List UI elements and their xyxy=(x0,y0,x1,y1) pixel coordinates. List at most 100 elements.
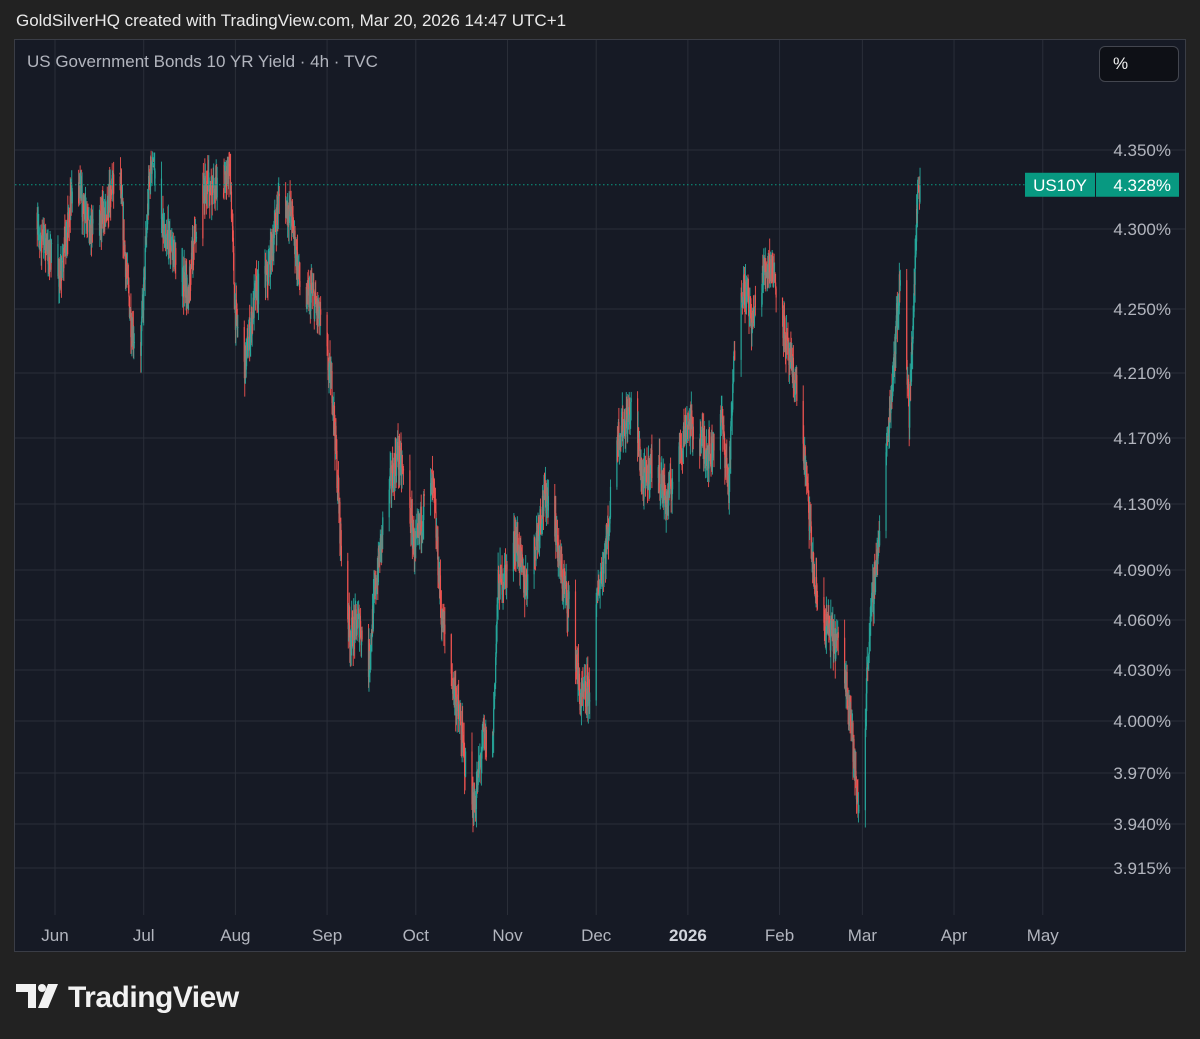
candle-body xyxy=(174,264,176,270)
candle-body xyxy=(369,658,371,666)
candle-body xyxy=(326,314,328,347)
candle-body xyxy=(369,652,372,659)
candle-body xyxy=(351,617,353,619)
candle-body xyxy=(914,255,916,285)
candle-body xyxy=(472,792,474,816)
candle-body xyxy=(124,254,127,278)
candle-body xyxy=(536,531,538,533)
candle-body xyxy=(558,557,560,564)
candle-body xyxy=(609,486,612,518)
candle-body xyxy=(402,467,404,470)
candle-body xyxy=(104,210,106,227)
candle-body xyxy=(773,265,775,280)
candle-body xyxy=(166,238,168,240)
candle-body xyxy=(814,588,816,596)
candle-body xyxy=(794,380,796,395)
candle-body xyxy=(908,384,910,407)
candle-body xyxy=(255,276,257,298)
chart-panel[interactable]: 4.350% 4.300% 4.250% 4.210% 4.170% 4.130% 4.09… xyxy=(14,39,1186,952)
candle-body xyxy=(319,320,321,324)
y-tick-label: 4.030% xyxy=(1113,661,1171,680)
candle-body xyxy=(898,274,900,306)
candle-body xyxy=(574,591,577,669)
candle-body xyxy=(826,620,828,626)
candle-body xyxy=(389,477,391,490)
candle-body xyxy=(858,810,860,812)
x-tick-label: Feb xyxy=(765,926,794,945)
candle-body xyxy=(335,449,338,451)
candle-body xyxy=(535,531,538,539)
candle-body xyxy=(67,212,69,241)
candle-body xyxy=(857,794,859,813)
candle-body xyxy=(732,383,734,410)
percent-scale-button[interactable]: % xyxy=(1099,46,1179,82)
candle-body xyxy=(911,342,913,370)
candle-body xyxy=(684,420,687,425)
candle-body xyxy=(869,616,871,635)
candle-body xyxy=(497,569,499,604)
candle-body xyxy=(602,564,604,585)
candle-body xyxy=(680,449,682,458)
candle-body xyxy=(915,241,917,255)
tradingview-logo[interactable]: TradingView xyxy=(16,978,239,1018)
candle-body xyxy=(143,277,145,311)
candle-body xyxy=(168,229,170,254)
candle-body xyxy=(803,443,805,464)
candle-body xyxy=(596,594,598,605)
candle-body xyxy=(897,310,899,312)
candle-body xyxy=(784,318,786,350)
candle-body xyxy=(87,214,90,217)
candle-body xyxy=(170,238,172,241)
candle-body xyxy=(670,486,672,494)
candle-body xyxy=(917,185,919,192)
candle-body xyxy=(235,299,237,305)
candle-body xyxy=(268,260,270,264)
candle-body xyxy=(770,259,772,268)
candle-body xyxy=(543,484,545,512)
y-tick-label: 4.300% xyxy=(1113,220,1171,239)
candle-body xyxy=(41,235,43,242)
candle-body xyxy=(774,277,776,283)
candle-body xyxy=(181,248,183,283)
candle-body xyxy=(523,566,525,593)
candle-body xyxy=(453,677,455,699)
candle-body xyxy=(391,485,393,489)
x-axis: Jun Jul Aug Sep Oct Nov Dec 2026 Feb Mar Apr May xyxy=(41,926,1059,945)
candle-body xyxy=(434,499,436,506)
x-tick-label: 2026 xyxy=(669,926,707,945)
candle-body xyxy=(478,761,480,774)
candle-body xyxy=(248,337,250,351)
candle-body xyxy=(245,350,247,370)
candle-body xyxy=(203,179,205,196)
candle-body xyxy=(60,259,63,282)
candle-body xyxy=(353,616,355,624)
candle-body xyxy=(640,465,643,482)
candle-body xyxy=(228,160,230,180)
candle-body xyxy=(740,292,742,360)
candle-body xyxy=(679,433,681,445)
candle-body xyxy=(647,473,649,490)
candle-body xyxy=(730,426,732,460)
candle-body xyxy=(665,504,667,514)
candle-body xyxy=(150,156,152,187)
candlestick-chart[interactable]: 4.350% 4.300% 4.250% 4.210% 4.170% 4.130% 4.09… xyxy=(15,40,1185,951)
candle-body xyxy=(850,721,853,728)
candle-body xyxy=(866,667,868,694)
candle-body xyxy=(543,484,546,488)
candle-body xyxy=(89,219,92,223)
candle-body xyxy=(148,176,150,210)
candle-body xyxy=(348,605,350,626)
candle-body xyxy=(375,590,377,595)
candle-body xyxy=(477,770,479,790)
candle-body xyxy=(231,220,234,227)
candle-body xyxy=(606,537,608,548)
candle-body xyxy=(337,475,340,493)
candle-body xyxy=(86,219,88,223)
candle-body xyxy=(251,314,253,336)
candle-body xyxy=(166,237,168,239)
candle-body xyxy=(501,592,504,595)
candle-body xyxy=(809,515,811,526)
x-tick-label: Apr xyxy=(941,926,968,945)
candle-body xyxy=(392,465,394,486)
candle-body xyxy=(603,551,606,557)
